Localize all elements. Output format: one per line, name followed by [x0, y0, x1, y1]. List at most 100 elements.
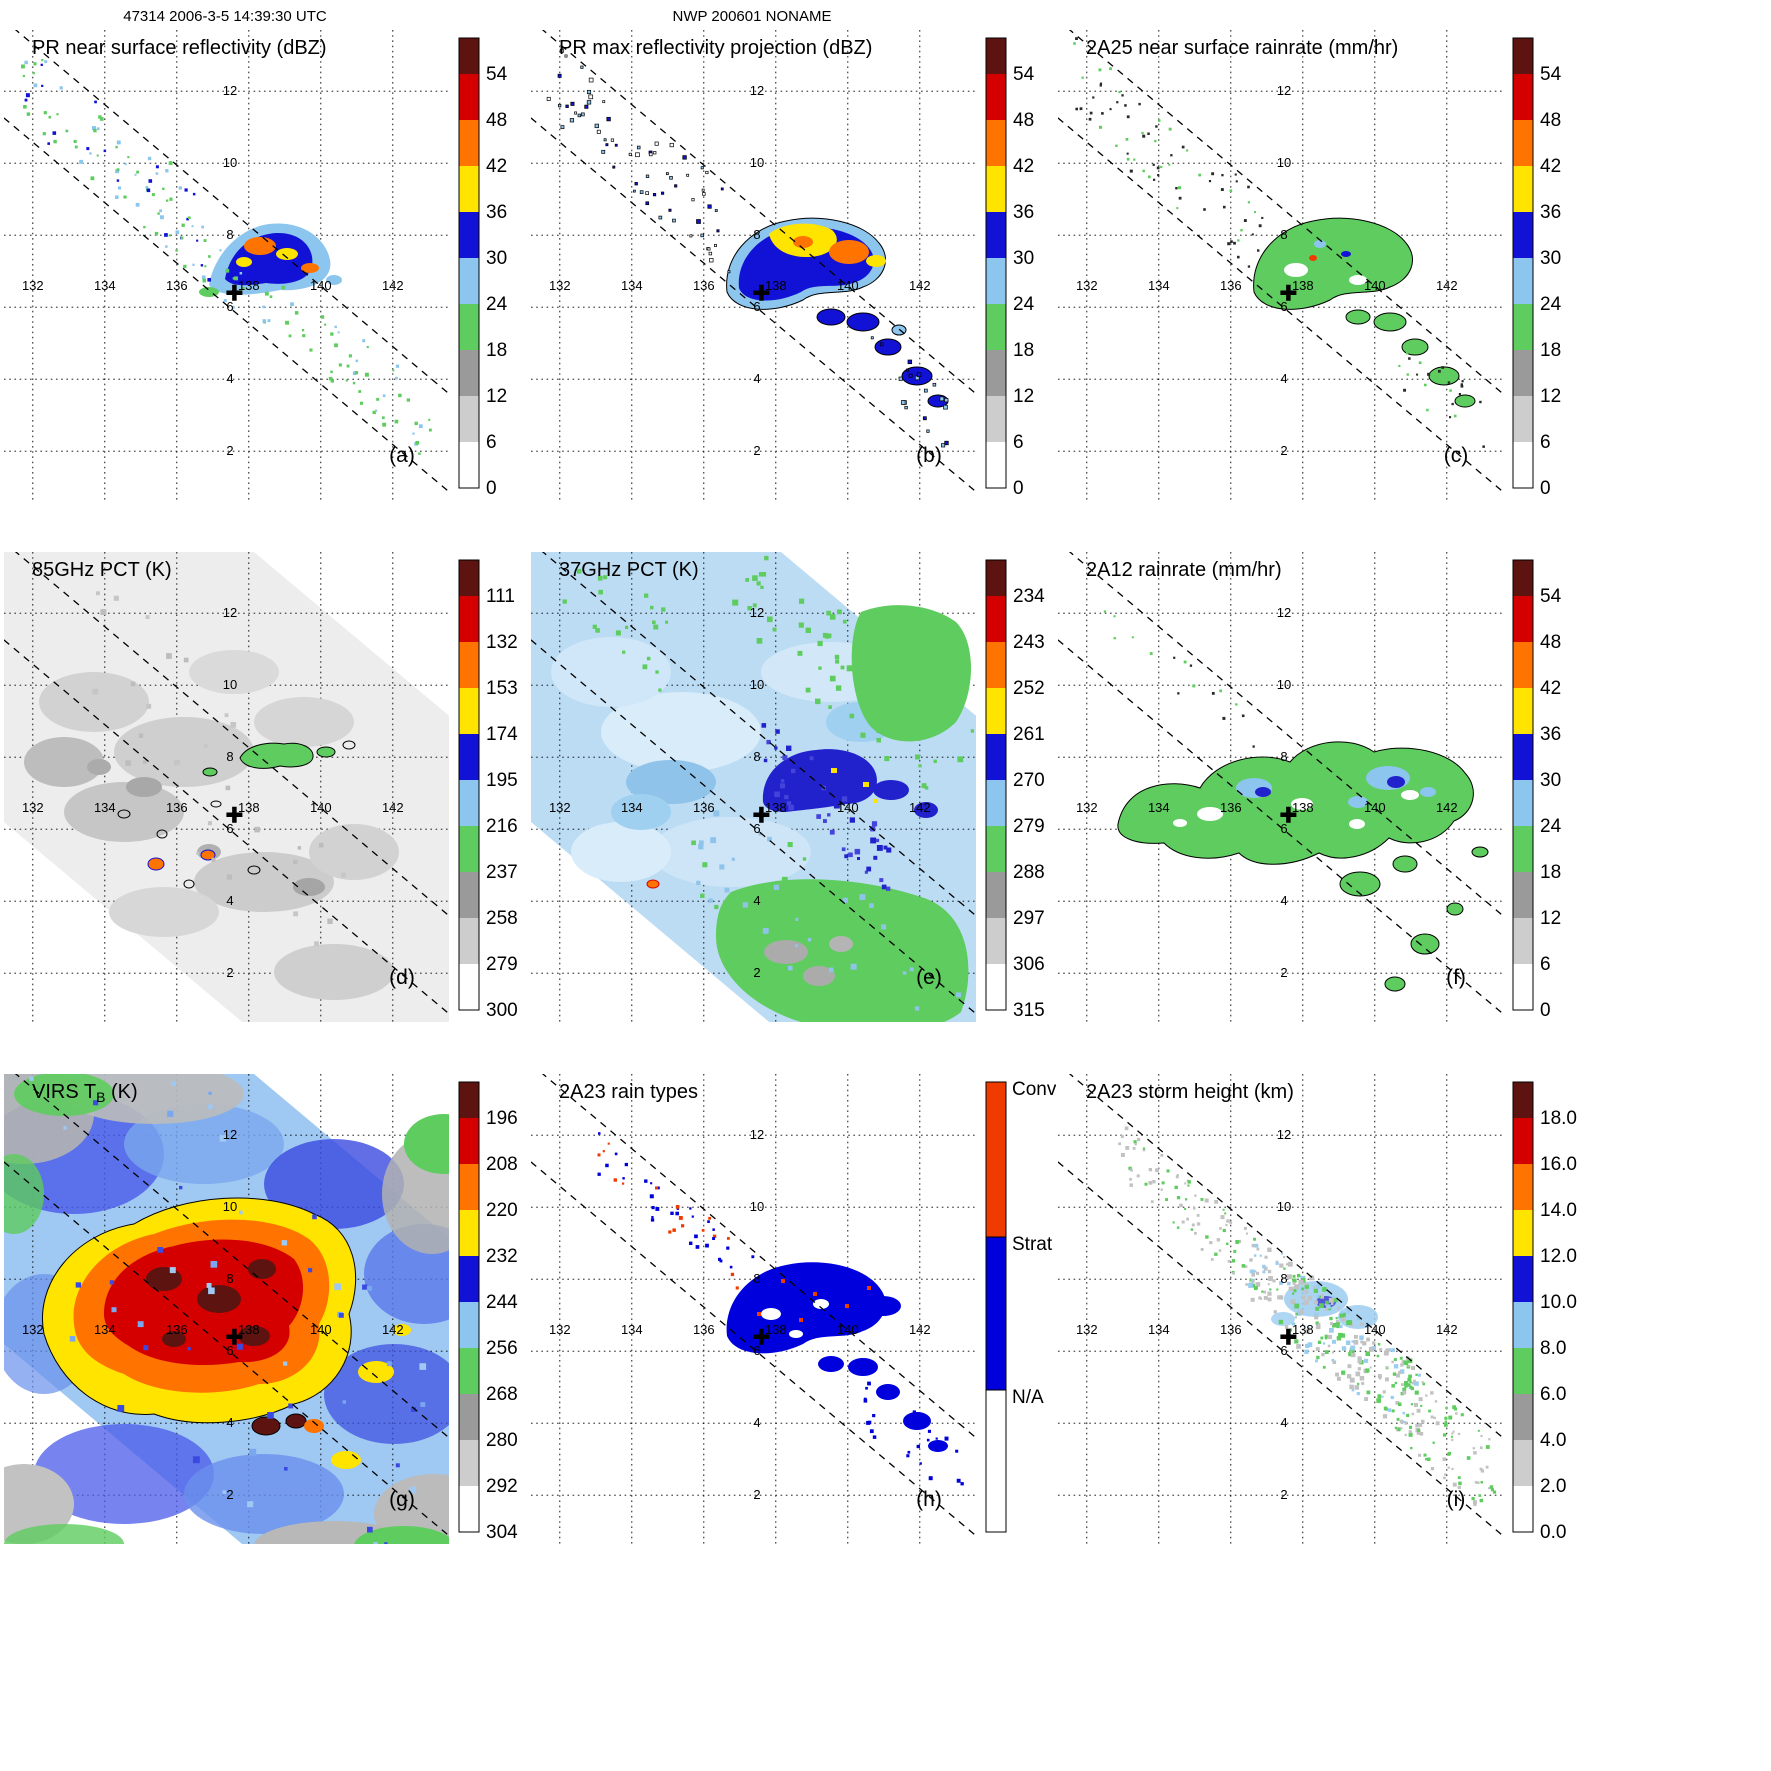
- lon-label: 138: [238, 800, 260, 815]
- map-area: 132 134 136 138 140 142 12 10 8 6 4 2 2A25 near surf…: [1058, 30, 1503, 500]
- colorbar-category-label: Conv: [1012, 1079, 1056, 1100]
- lat-label: 12: [750, 83, 764, 98]
- lon-label: 140: [1364, 800, 1386, 815]
- speckle-field: [691, 795, 961, 1019]
- lat-label: 4: [226, 371, 233, 386]
- speckle-field: [761, 723, 892, 891]
- map-area: 132 134 136 138 140 142 12 10 8 6 4 2 PR max reflect…: [531, 30, 976, 500]
- lat-label: 10: [750, 1199, 764, 1214]
- panel-letter: (b): [916, 444, 942, 467]
- colorbar: 196 208 220 232 244 256 268 280 292 304: [458, 1081, 518, 1543]
- panel-title: 85GHz PCT (K): [32, 559, 172, 581]
- panel-title: PR max reflectivity projection (dBZ): [559, 37, 872, 59]
- colorbar-tick-label: 208: [486, 1154, 518, 1175]
- lon-label: 138: [765, 1322, 787, 1337]
- speckle-field: [1398, 1363, 1497, 1506]
- lon-label: 134: [621, 278, 643, 293]
- colorbar-tick-label: 18: [1540, 862, 1561, 883]
- speckle-field: [21, 59, 211, 282]
- storm-center-marker: [226, 284, 243, 301]
- panel-g: 132 134 136 138 140 142 12 10 8 6 4 2 VIRS TB (K) (g)…: [2, 1074, 529, 1594]
- colorbar-tick-label: 42: [486, 156, 507, 177]
- map-area: 132 134 136 138 140 142 12 10 8 6 4 2 VIRS TB (K) (g): [4, 1074, 449, 1544]
- lon-label: 132: [549, 800, 571, 815]
- panel-i: 132 134 136 138 140 142 12 10 8 6 4 2 2A23 storm hei…: [1056, 1074, 1583, 1594]
- lat-label: 8: [753, 749, 760, 764]
- colorbar-tick-label: 244: [486, 1292, 518, 1313]
- colorbar-tick-label: 220: [486, 1200, 518, 1221]
- colorbar-tick-label: 24: [1013, 294, 1035, 315]
- colorbar-tick-label: 36: [1013, 202, 1034, 223]
- colorbar-tick-label: 42: [1540, 678, 1561, 699]
- panel-letter: (g): [389, 1488, 415, 1511]
- colorbar-tick-label: 42: [1013, 156, 1034, 177]
- colorbar-tick-label: 232: [486, 1246, 518, 1267]
- lon-label: 134: [1148, 278, 1170, 293]
- lat-label: 4: [226, 1415, 233, 1430]
- lat-label: 8: [226, 749, 233, 764]
- colorbar-tick-label: 54: [1540, 64, 1562, 85]
- colorbar-tick-label: 36: [1540, 202, 1561, 223]
- lat-label: 12: [750, 605, 764, 620]
- colorbar-tick-label: 280: [486, 1430, 518, 1451]
- lat-label: 10: [223, 677, 237, 692]
- colorbar-tick-label: 12: [1540, 386, 1561, 407]
- lat-label: 6: [1280, 821, 1287, 836]
- colorbar-tick-label: 6: [1540, 432, 1551, 453]
- axis-labels: 132 134 136 138 140 142 12 10 8 6 4 2: [549, 605, 931, 980]
- lon-label: 132: [549, 1322, 571, 1337]
- lon-label: 134: [621, 1322, 643, 1337]
- colorbar-tick-label: 111: [486, 586, 515, 607]
- lon-label: 142: [382, 278, 404, 293]
- colorbar-tick-label: 18: [486, 340, 507, 361]
- panel-title: 37GHz PCT (K): [559, 559, 699, 581]
- colorbar-tick-label: 36: [486, 202, 507, 223]
- lon-label: 132: [1076, 278, 1098, 293]
- panel-title: PR near surface reflectivity (dBZ): [32, 37, 327, 59]
- lon-label: 142: [909, 800, 931, 815]
- colorbar-tick-label: 6: [486, 432, 497, 453]
- colorbar: 18.0 16.0 14.0 12.0 10.0 8.0 6.0 4.0 2.0 0.0: [1512, 1081, 1577, 1543]
- lon-label: 138: [1292, 800, 1314, 815]
- panel-d: 132 134 136 138 140 142 12 10 8 6 4 2 85GHz PCT (K) (…: [2, 552, 529, 1072]
- speckle-field: [1118, 1126, 1272, 1302]
- colorbar-tick-label: 234: [1013, 586, 1045, 607]
- storm-center-marker: [1280, 1328, 1297, 1345]
- lon-label: 136: [1220, 278, 1242, 293]
- colorbar-tick-label: 54: [1013, 64, 1035, 85]
- colorbar-tick-label: 12.0: [1540, 1246, 1577, 1267]
- storm-center-marker: [753, 284, 770, 301]
- panel-title: 2A12 rainrate (mm/hr): [1086, 559, 1282, 581]
- lat-label: 4: [1280, 371, 1287, 386]
- axis-labels: 132 134 136 138 140 142 12 10 8 6 4 2: [22, 605, 404, 980]
- colorbar-tick-label: 304: [486, 1522, 518, 1543]
- lat-label: 4: [1280, 893, 1287, 908]
- storm-center-marker: [1280, 806, 1297, 823]
- colorbar-tick-label: 237: [486, 862, 518, 883]
- lat-label: 10: [750, 677, 764, 692]
- lon-label: 142: [1436, 278, 1458, 293]
- panel-h: 132 134 136 138 140 142 12 10 8 6 4 2 2A23 rain type…: [529, 1074, 1057, 1594]
- map-area: 132 134 136 138 140 142 12 10 8 6 4 2 37GHz PCT (K) (…: [531, 552, 976, 1022]
- colorbar-tick-label: 6: [1013, 432, 1024, 453]
- lat-label: 8: [1280, 749, 1287, 764]
- colorbar-tick-label: 315: [1013, 1000, 1045, 1021]
- colorbar-tick-label: 243: [1013, 632, 1045, 653]
- panel-i-svg: 132 134 136 138 140 142 12 10 8 6 4 2 2A23 storm hei…: [1058, 1074, 1577, 1544]
- lat-label: 4: [1280, 1415, 1287, 1430]
- colorbar-tick-label: 2.0: [1540, 1476, 1566, 1497]
- colorbar: 111 132 153 174 195 216 237 258 279 300: [458, 559, 518, 1021]
- lon-label: 132: [549, 278, 571, 293]
- colorbar: 54 48 42 36 30 24 18 12 6 0: [985, 37, 1035, 499]
- colorbar-tick-label: 297: [1013, 908, 1045, 929]
- colorbar-tick-label: 270: [1013, 770, 1045, 791]
- lat-label: 10: [223, 155, 237, 170]
- lat-label: 4: [226, 893, 233, 908]
- colorbar-tick-label: 6.0: [1540, 1384, 1566, 1405]
- panel-title: 2A25 near surface rainrate (mm/hr): [1086, 37, 1398, 59]
- colorbar: 54 48 42 36 30 24 18 12 6 0: [1512, 37, 1562, 499]
- lon-label: 140: [837, 1322, 859, 1337]
- lat-label: 8: [1280, 1271, 1287, 1286]
- lon-label: 136: [166, 1322, 188, 1337]
